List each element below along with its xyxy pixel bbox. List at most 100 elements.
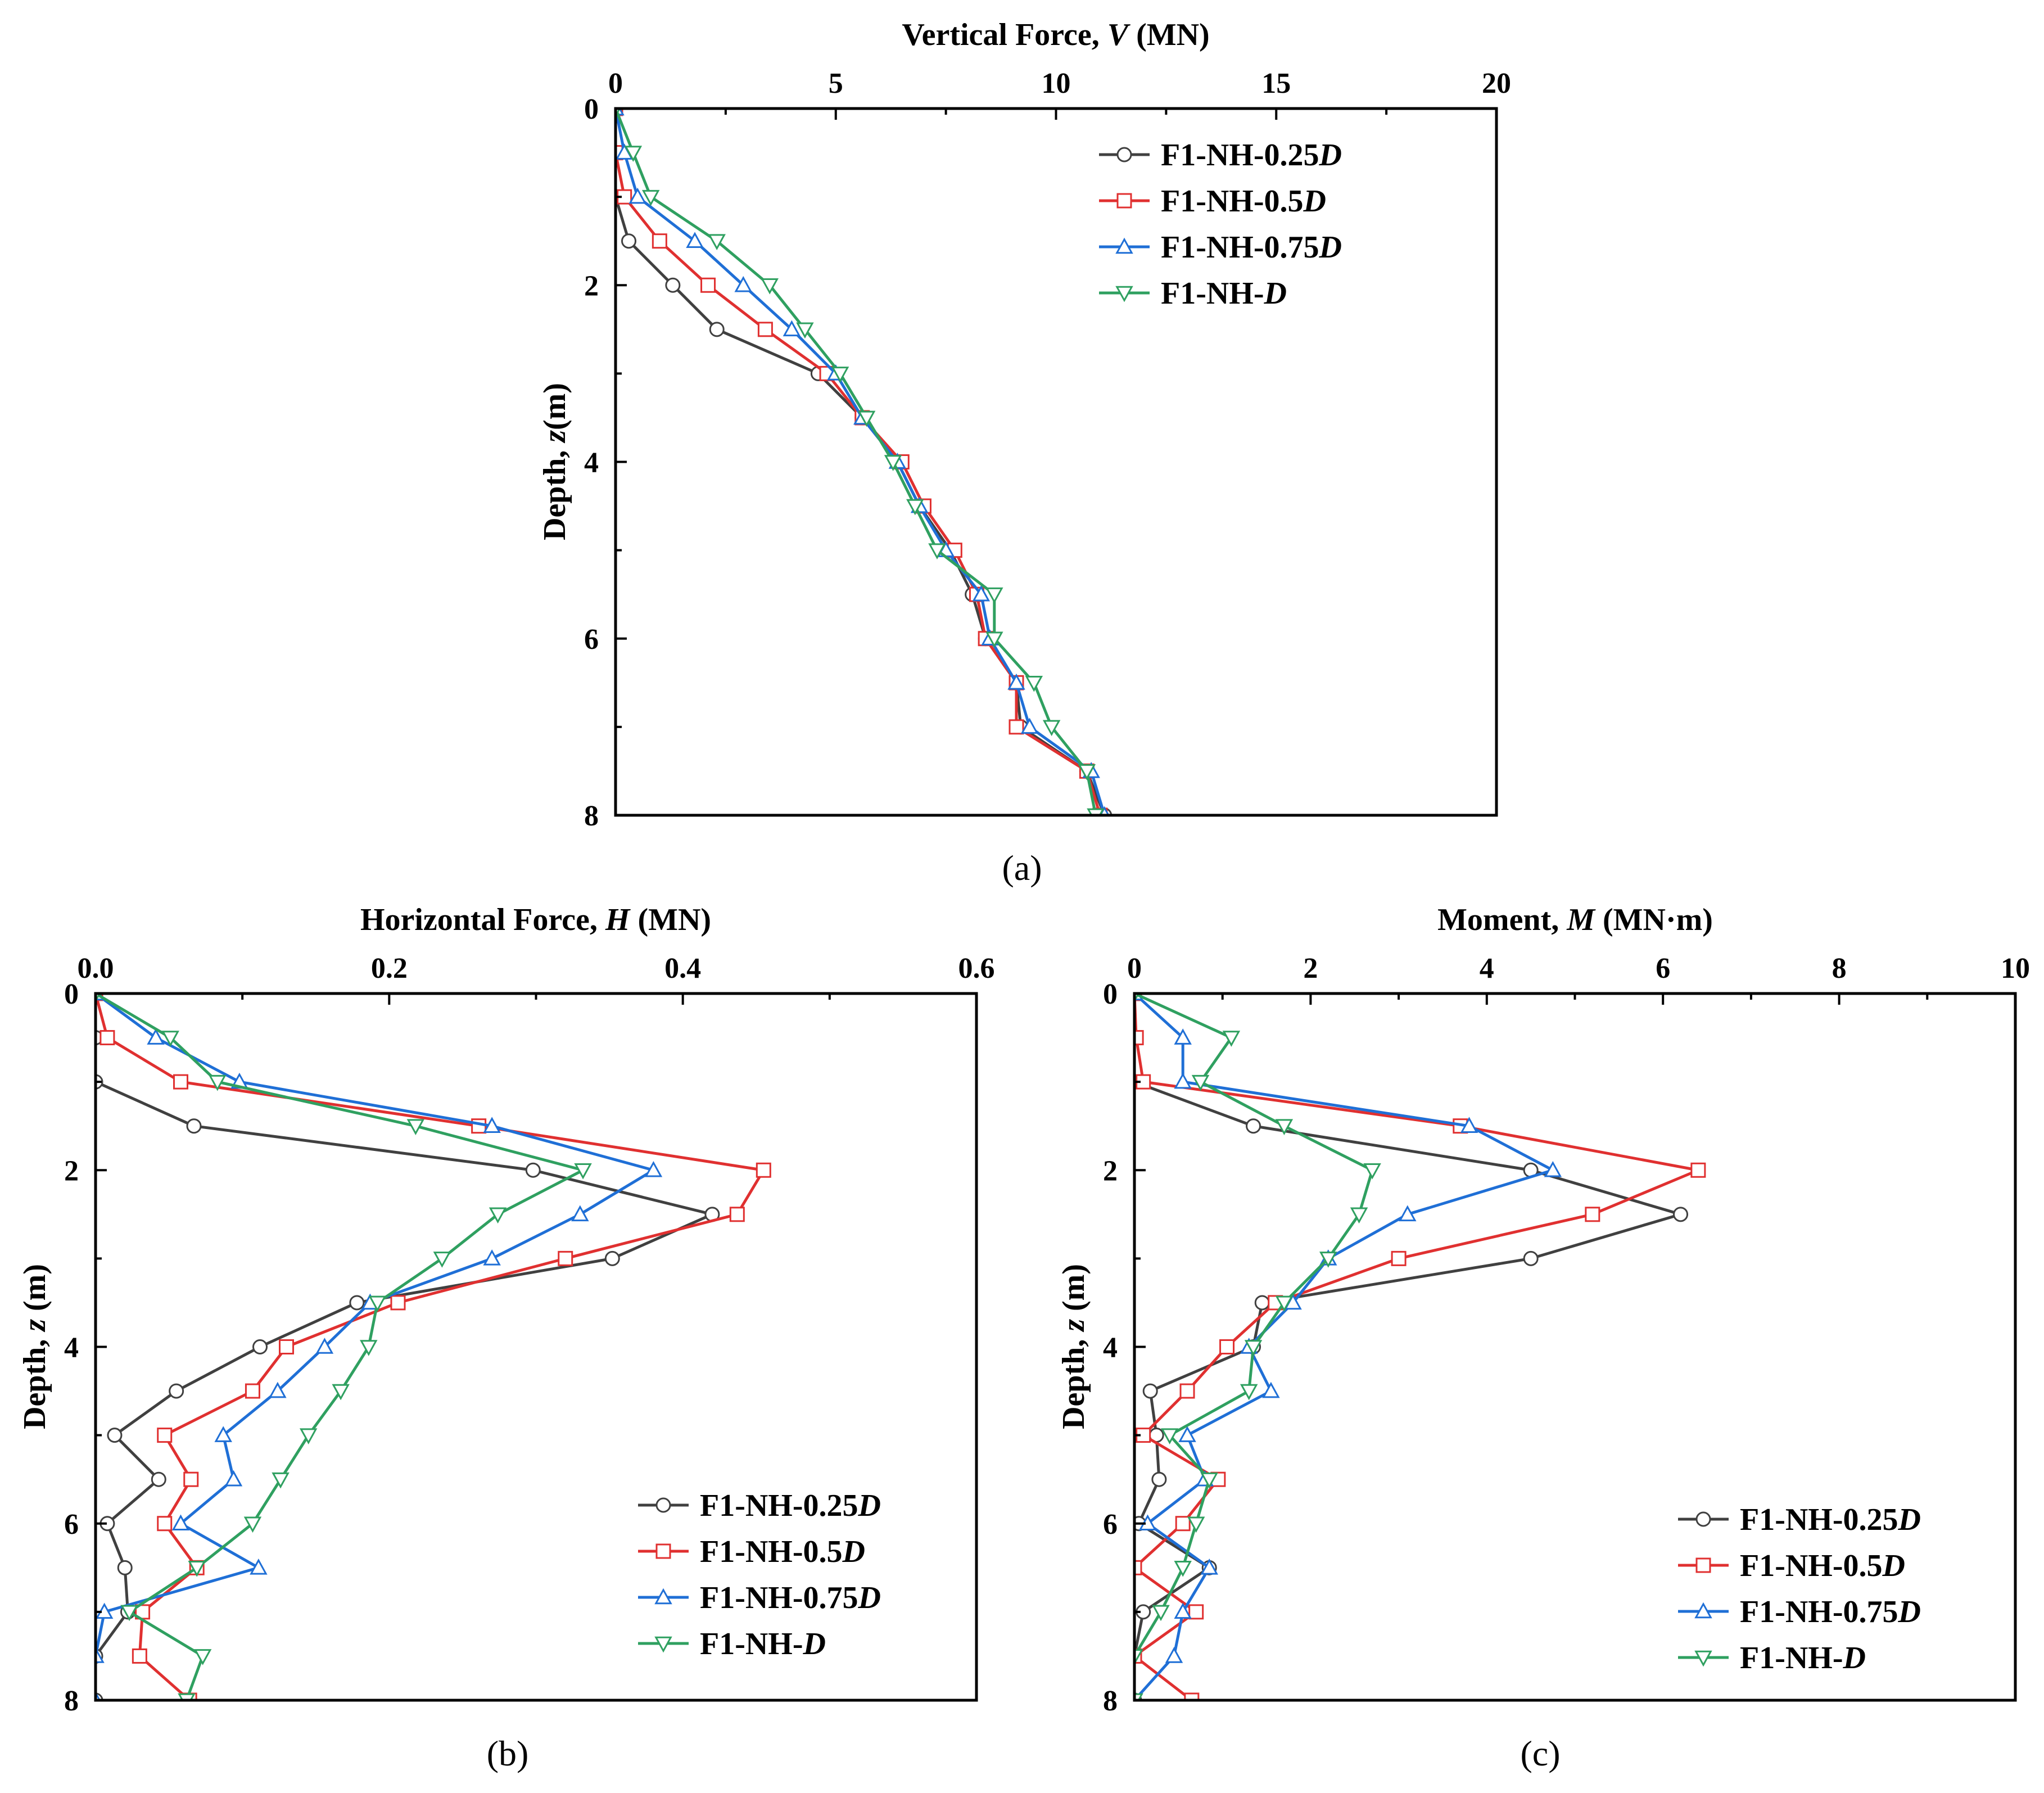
data-point-3: [1191, 1074, 1210, 1091]
data-point-3: [985, 587, 1003, 604]
x-tick-label: 0.6: [958, 952, 995, 984]
x-tick-label: 8: [1832, 952, 1847, 984]
x-tick-label: 10: [1042, 67, 1071, 100]
data-point-3: [433, 1252, 451, 1268]
series-line-2: [96, 993, 655, 1700]
legend-marker: [1116, 193, 1132, 209]
data-point-2: [147, 1028, 165, 1045]
panel-c-x-axis-title: Moment, M (MN·m): [1437, 902, 1713, 937]
data-point-1: [558, 1250, 573, 1266]
data-point-3: [209, 1074, 227, 1091]
plot-area: [96, 993, 771, 1700]
data-point-3: [624, 146, 643, 162]
legend-item: F1-NH-D: [638, 1627, 826, 1661]
data-point-3: [1187, 1516, 1205, 1533]
legend-marker: [1694, 1650, 1712, 1667]
data-point-3: [243, 1516, 262, 1533]
panel-a: 0 5 10 15 20 0 2 4 6 8 Vertical Force, V (MN) De…: [537, 17, 1511, 888]
series-line-0: [616, 109, 1106, 815]
data-point-1: [100, 1030, 115, 1046]
data-point-2: [1460, 1117, 1478, 1133]
data-point-3: [1319, 1252, 1337, 1268]
data-point-3: [188, 1561, 206, 1577]
legend-marker: [1115, 237, 1133, 254]
data-point-3: [1275, 1295, 1294, 1312]
data-point-3: [1042, 720, 1061, 737]
data-point-0: [1523, 1250, 1539, 1266]
data-point-3: [368, 1295, 387, 1312]
data-point-2: [269, 1381, 287, 1398]
y-tick-label: 6: [584, 624, 599, 656]
legend-item: F1-NH-0.25D: [1678, 1502, 1921, 1537]
y-tick-label: 2: [64, 1155, 79, 1187]
legend-label: F1-NH-0.75D: [700, 1580, 881, 1615]
legend-marker: [654, 1636, 672, 1653]
legend-item: F1-NH-D: [1099, 276, 1287, 311]
legend-label: F1-NH-0.5D: [1740, 1548, 1905, 1583]
y-tick-label: 4: [584, 447, 599, 479]
data-point-2: [1007, 673, 1025, 690]
data-point-2: [214, 1426, 232, 1442]
panel-c-data-layer: [1134, 993, 1706, 1700]
data-point-2: [1174, 1072, 1192, 1089]
data-point-2: [483, 1249, 501, 1266]
data-point-1: [471, 1118, 487, 1134]
panel-b-x-axis-title: Horizontal Force, H (MN): [360, 902, 711, 937]
series-line-1: [616, 109, 1102, 815]
data-point-3: [178, 1693, 196, 1700]
x-tick-label: 15: [1261, 67, 1291, 100]
x-tick-label: 4: [1480, 952, 1494, 984]
legend-label: F1-NH-0.5D: [700, 1534, 865, 1569]
data-point-3: [1200, 1472, 1218, 1489]
data-point-3: [1275, 1119, 1294, 1135]
data-point-0: [349, 1295, 365, 1311]
data-point-1: [1219, 1339, 1235, 1354]
series-3: [1134, 993, 1381, 1700]
panel-a-label: (a): [1002, 848, 1042, 888]
data-point-1: [729, 1207, 745, 1222]
series-1: [616, 109, 1108, 815]
data-point-1: [1134, 1030, 1144, 1046]
series-0: [616, 109, 1113, 815]
panel-a-y-axis-title: Depth, z(m): [537, 383, 572, 540]
panel-b-y-ticks: 0 2 4 6 8: [64, 978, 107, 1717]
legend-label: F1-NH-0.5D: [1161, 184, 1326, 219]
data-point-1: [132, 1648, 147, 1664]
data-point-3: [193, 1649, 212, 1665]
legend-marker: [654, 1588, 672, 1605]
data-point-3: [272, 1472, 290, 1489]
y-tick-label: 6: [1103, 1509, 1118, 1541]
data-point-1: [1179, 1383, 1195, 1399]
data-point-1: [1184, 1692, 1200, 1700]
data-point-1: [1009, 719, 1024, 735]
data-point-1: [652, 233, 667, 249]
y-tick-label: 8: [1103, 1685, 1118, 1717]
legend-marker: [1694, 1602, 1712, 1619]
data-point-2: [1165, 1647, 1183, 1663]
legend-marker: [1116, 147, 1132, 162]
data-point-1: [279, 1339, 295, 1354]
data-point-3: [985, 631, 1003, 648]
panel-b-data-layer: [96, 993, 771, 1700]
y-tick-label: 2: [1103, 1155, 1118, 1187]
data-point-0: [1151, 1471, 1167, 1487]
data-point-3: [1350, 1207, 1368, 1224]
legend-item: F1-NH-0.5D: [1678, 1548, 1905, 1583]
legend-item: F1-NH-0.25D: [638, 1488, 881, 1523]
y-tick-label: 0: [1103, 978, 1118, 1010]
data-point-2: [734, 276, 752, 292]
data-point-3: [1174, 1561, 1192, 1577]
panel-b-legend: F1-NH-0.25D F1-NH-0.5D F1-NH-0.75D F1-NH-D: [638, 1488, 881, 1661]
data-point-3: [1363, 1163, 1381, 1180]
legend-marker: [1695, 1511, 1711, 1527]
panel-c-x-ticks: 0 2 4 6 8 10: [1127, 952, 2030, 1005]
panel-c-y-ticks: 0 2 4 6 8: [1103, 978, 1146, 1717]
legend-item: F1-NH-0.75D: [1099, 230, 1342, 265]
x-tick-label: 0: [608, 67, 623, 100]
y-tick-label: 8: [64, 1685, 79, 1717]
data-point-1: [157, 1428, 173, 1443]
data-point-2: [644, 1160, 663, 1177]
data-point-3: [928, 543, 946, 559]
data-point-1: [1188, 1604, 1204, 1620]
y-tick-label: 2: [584, 270, 599, 302]
